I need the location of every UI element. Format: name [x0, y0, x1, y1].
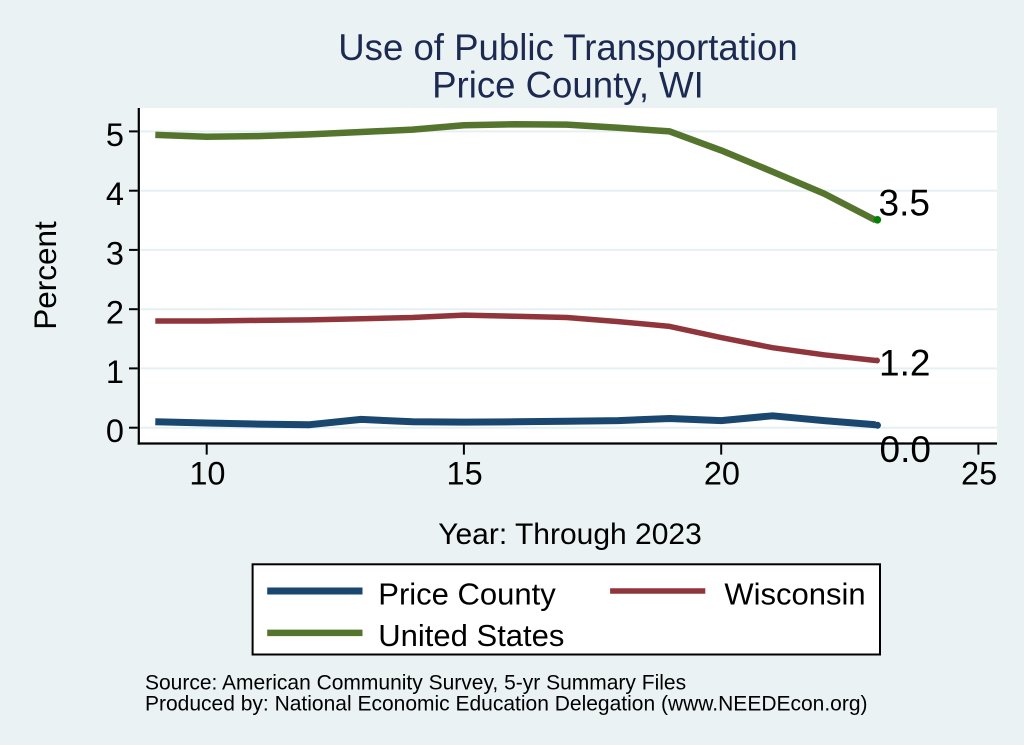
svg-text:0: 0 [106, 413, 124, 449]
svg-text:Produced by: National Economic: Produced by: National Economic Education… [145, 693, 868, 716]
svg-text:20: 20 [704, 456, 740, 492]
svg-text:15: 15 [447, 456, 483, 492]
svg-text:10: 10 [189, 456, 225, 492]
svg-text:5: 5 [106, 117, 124, 153]
svg-text:Year: Through 2023: Year: Through 2023 [438, 518, 702, 551]
svg-text:1: 1 [106, 354, 124, 390]
svg-text:4: 4 [106, 176, 124, 212]
svg-text:United States: United States [378, 618, 564, 653]
svg-text:3.5: 3.5 [879, 183, 930, 224]
svg-text:Percent: Percent [27, 221, 63, 330]
svg-text:25: 25 [961, 456, 997, 492]
svg-text:Use of Public Transportation: Use of Public Transportation [338, 27, 798, 68]
svg-text:Source: American Community Sur: Source: American Community Survey, 5-yr … [145, 672, 686, 695]
svg-text:3: 3 [106, 235, 124, 271]
svg-text:Price County, WI: Price County, WI [432, 65, 704, 106]
svg-text:1.2: 1.2 [879, 342, 930, 383]
svg-text:0.0: 0.0 [880, 429, 931, 470]
svg-text:2: 2 [106, 295, 124, 331]
svg-text:Wisconsin: Wisconsin [724, 576, 865, 611]
svg-text:Price County: Price County [378, 576, 556, 611]
